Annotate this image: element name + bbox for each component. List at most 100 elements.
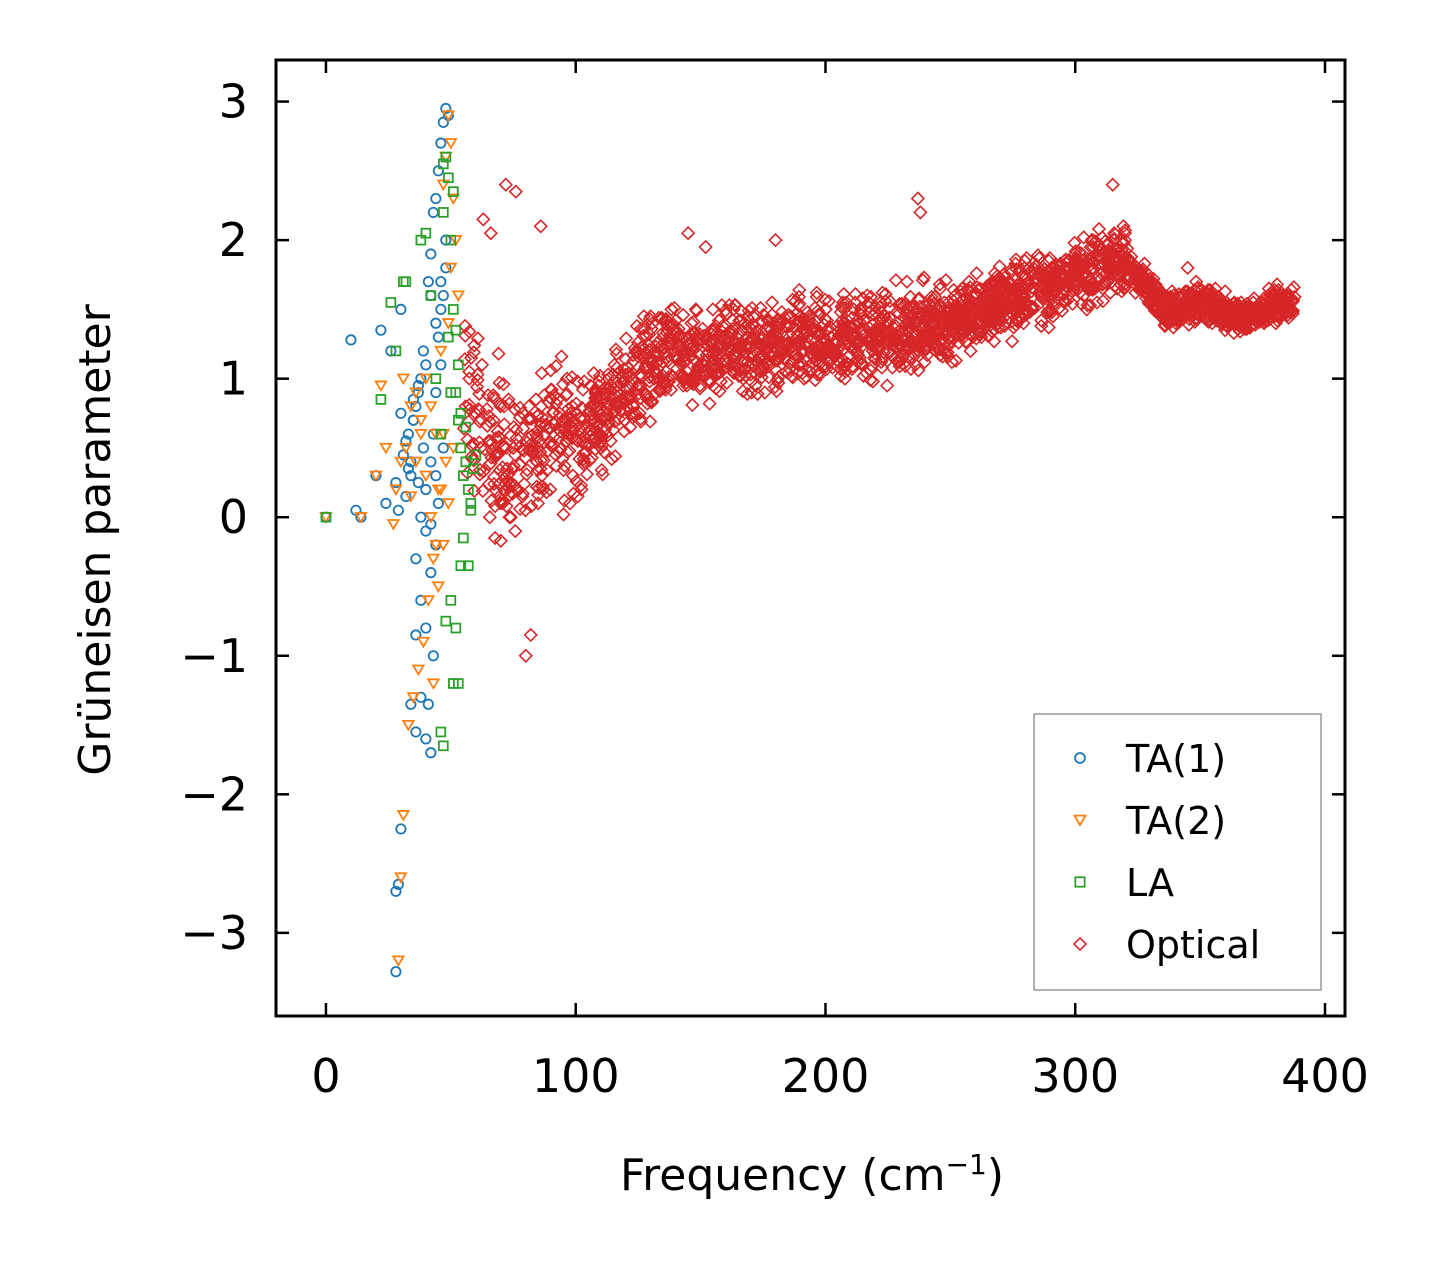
la-point [445,595,457,606]
optical-point [855,328,871,343]
x-axis-title-sup: −1 [946,1148,987,1181]
optical-point [583,378,598,393]
optical-point [723,325,739,341]
optical-point [756,307,771,323]
optical-point [1276,288,1292,303]
optical-point [686,314,701,330]
la-point [465,504,477,516]
x-tick-label: 300 [1031,1049,1119,1103]
la-point [465,498,477,509]
optical-point [1010,293,1026,309]
ta1-point [430,386,442,399]
optical-point [865,343,880,359]
optical-point [967,310,982,325]
optical-point [926,314,941,330]
optical-point [1096,275,1112,291]
ta1-point [415,511,427,523]
optical-point [582,422,597,438]
optical-point [608,342,624,357]
optical-point [502,396,517,411]
optical-point [918,342,934,357]
y-tick-label: −3 [180,906,248,960]
optical-point [837,332,852,348]
optical-point [819,313,835,328]
optical-point [835,300,850,316]
optical-point [969,266,984,281]
la-point [400,276,412,288]
optical-point [810,339,825,354]
ta1-point [405,470,417,482]
optical-point [1034,313,1049,328]
optical-point [705,302,721,317]
optical-point [530,496,546,511]
optical-point [562,496,578,511]
optical-point [481,408,497,424]
optical-point [863,372,878,388]
optical-point [1180,286,1196,302]
optical-point [1191,291,1207,306]
optical-point [607,381,622,396]
x-tick-label: 100 [532,1049,620,1103]
optical-point [698,331,714,346]
optical-point [1019,304,1034,320]
optical-point [927,289,943,305]
optical-point [1045,309,1061,324]
optical-point [617,374,632,389]
optical-point [512,400,528,415]
optical-point [768,232,783,248]
optical-point [1117,223,1133,238]
optical-point [1008,256,1023,271]
ta2-point [434,345,448,358]
optical-point [1065,296,1080,312]
axis-tick-labels: 0 100 200 300 400 −3 −2 −1 0 1 2 3 [180,75,1369,1103]
optical-point [772,350,787,366]
optical-point [1268,316,1283,331]
optical-point [490,424,505,439]
optical-point [467,483,482,499]
optical-point [712,383,727,399]
optical-point [689,354,705,370]
optical-point [1044,267,1059,282]
optical-point [740,354,755,370]
optical-point [655,354,671,370]
optical-point [523,627,538,643]
optical-point [586,397,602,413]
optical-point [768,361,783,377]
optical-point [631,378,646,393]
optical-point [753,329,769,345]
legend: TA(1) TA(2) LA Optical [1033,713,1322,991]
optical-point [595,467,610,482]
optical-point [529,479,544,494]
optical-point [692,378,708,393]
optical-point [685,325,701,341]
optical-point [777,336,792,352]
optical-point [483,436,499,451]
optical-point [1150,285,1165,300]
optical-point [555,377,571,392]
optical-point [462,401,478,417]
optical-point [879,378,895,393]
ta1-point [430,470,442,482]
la-point [455,560,467,572]
optical-point [521,431,536,446]
ta2-point [404,491,418,503]
optical-point [1099,275,1114,291]
ta2-point [394,456,408,469]
optical-point [1271,309,1287,324]
optical-point [536,428,551,443]
optical-point [950,303,966,318]
optical-point [1085,282,1100,298]
la-point [375,394,387,405]
ta2-point [434,484,448,496]
optical-point [1011,298,1026,313]
optical-point [631,377,646,392]
optical-point [770,325,785,341]
optical-point [805,356,820,371]
optical-point [482,510,497,525]
optical-point [574,482,589,497]
optical-point [733,313,748,328]
optical-point [1105,177,1120,192]
optical-point [544,382,559,397]
optical-point [640,396,655,411]
optical-point [942,331,958,346]
